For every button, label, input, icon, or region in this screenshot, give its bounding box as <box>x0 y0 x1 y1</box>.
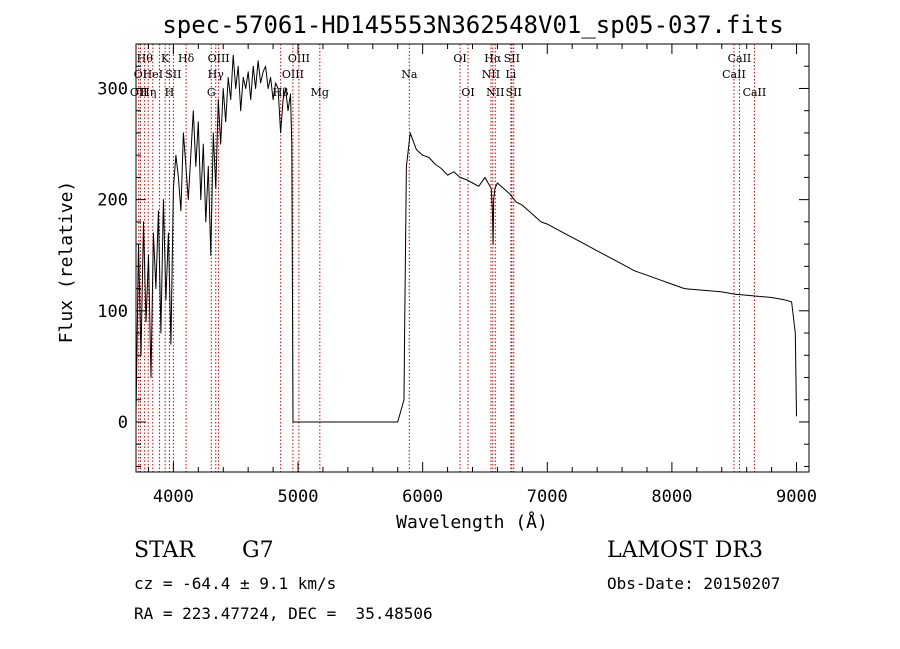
x-tick-label-0: 4000 <box>153 487 194 507</box>
line-marker-label-15: OIII <box>288 52 310 65</box>
line-marker-label-28: CaII <box>743 86 767 99</box>
subclass: G7 <box>242 538 274 563</box>
y-tick-label-2: 200 <box>97 191 128 211</box>
line-marker-label-19: OI <box>461 86 474 99</box>
x-tick-label-3: 7000 <box>527 487 568 507</box>
x-axis: 4000 5000 6000 7000 8000 9000 <box>147 44 817 507</box>
line-marker-label-7: H <box>165 86 175 99</box>
ra-dec: RA = 223.47724, DEC = 35.48506 <box>134 604 433 623</box>
line-marker-label-24: SII <box>504 52 520 65</box>
x-tick-label-4: 8000 <box>651 487 692 507</box>
x-axis-label: Wavelength (Å) <box>396 511 548 533</box>
y-tick-label-3: 300 <box>97 79 128 99</box>
line-marker-label-14: OIII <box>282 68 304 81</box>
line-marker-label-12: OIII <box>208 52 230 65</box>
line-marker-label-0: OII <box>130 86 148 99</box>
line-marker-label-16: Mg <box>311 86 329 99</box>
line-marker-label-23: Li <box>505 68 516 81</box>
object-class: STAR <box>134 538 195 563</box>
series-line-0 <box>135 54 797 423</box>
line-marker-label-4: HeI <box>143 68 163 81</box>
line-marker-label-10: G <box>207 86 216 99</box>
y-tick-label-0: 0 <box>118 413 128 433</box>
line-marker-label-20: NII <box>482 68 500 81</box>
line-marker-label-26: CaII <box>722 68 746 81</box>
line-marker-label-1: OI <box>134 68 147 81</box>
line-marker-label-13: Hβ <box>273 86 289 99</box>
spectrum-series <box>135 54 797 423</box>
x-tick-label-5: 9000 <box>776 487 817 507</box>
line-marker-label-25: SII <box>506 86 522 99</box>
redshift-cz: cz = -64.4 ± 9.1 km/s <box>134 574 337 593</box>
line-marker-label-18: OI <box>453 52 466 65</box>
line-marker-label-3: Hη <box>140 86 156 99</box>
y-tick-label-1: 100 <box>97 302 128 322</box>
line-marker-label-17: Na <box>401 68 418 81</box>
x-tick-label-2: 6000 <box>402 487 443 507</box>
line-marker-label-8: SII <box>165 68 181 81</box>
obs-date: Obs-Date: 20150207 <box>607 574 781 593</box>
x-tick-label-1: 5000 <box>278 487 319 507</box>
line-marker-label-2: Hθ <box>137 52 154 65</box>
line-marker-label-9: Hδ <box>178 52 195 65</box>
y-axis-label: Flux (relative) <box>56 181 77 344</box>
plot-frame <box>135 43 810 473</box>
line-marker-label-27: CaII <box>728 52 752 65</box>
line-marker-label-11: Hγ <box>208 68 225 81</box>
line-marker-labels: OII OI Hθ Hη HeI K H SII Hδ G Hγ OIII Hβ OIII OIII Mg Na… <box>130 52 766 99</box>
survey-name: LAMOST DR3 <box>607 538 763 563</box>
line-marker-label-22: NII <box>486 86 504 99</box>
line-marker-label-21: Hα <box>484 52 502 65</box>
line-marker-label-6: K <box>161 52 170 65</box>
y-axis: 0 100 200 300 <box>97 43 809 467</box>
chart-title: spec-57061-HD145553N362548V01_sp05-037.f… <box>162 11 783 39</box>
line-markers <box>138 44 755 472</box>
